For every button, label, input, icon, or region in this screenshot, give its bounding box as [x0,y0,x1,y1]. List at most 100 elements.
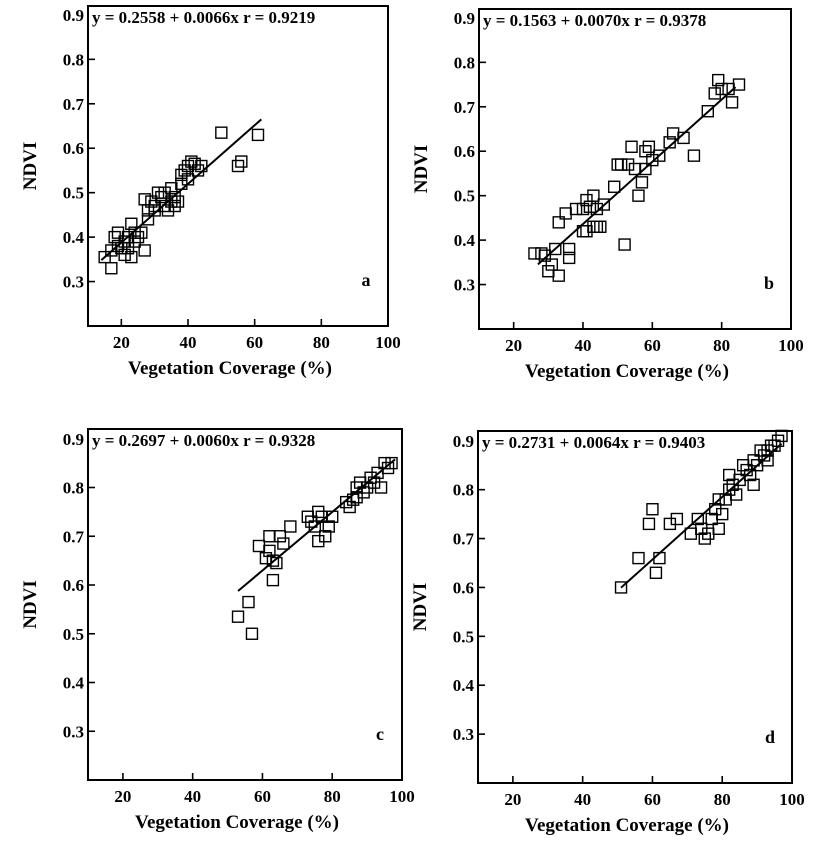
data-point [151,186,165,199]
data-point [125,250,138,264]
y-tick-label: 0.6 [453,578,474,597]
data-point [111,226,125,239]
data-point [587,220,600,233]
y-axis-label: NDVI [411,145,432,194]
data-point [729,488,743,501]
data-point [761,454,774,467]
panel-letter: a [362,270,371,290]
data-point [597,198,610,211]
data-point [618,238,631,251]
y-tick-label: 0.9 [454,9,475,28]
equation-backdrop [89,430,401,450]
data-point [670,512,684,526]
data-point [576,202,590,216]
data-point [141,204,155,217]
data-point [712,73,725,87]
panel-letter: d [765,727,775,747]
data-point [245,627,259,640]
data-point [625,140,638,153]
data-point [712,522,725,535]
data-point [145,195,158,208]
y-tick-label: 0.7 [454,98,476,117]
data-point [535,247,548,260]
x-tick-label: 80 [714,790,731,809]
y-tick-label: 0.7 [63,95,85,114]
data-point [98,250,111,264]
plot-frame [87,428,403,781]
regression-equation: y = 0.2731 + 0.0064x r = 0.9403 [482,433,705,452]
y-tick-label: 0.9 [453,432,474,451]
x-axis-label: Vegetation Coverage (%) [525,361,729,382]
y-tick-label: 0.4 [454,231,476,250]
data-point [635,176,649,189]
plot-frame [87,5,389,327]
y-tick-label: 0.3 [63,273,84,292]
regression-equation: y = 0.1563 + 0.0070x r = 0.9378 [483,11,706,30]
data-point [215,126,228,139]
data-point [231,610,245,623]
y-tick-label: 0.6 [63,576,84,595]
data-point [115,242,128,255]
data-point [111,239,125,253]
data-point [108,230,121,244]
x-tick-label: 100 [778,336,804,355]
data-point [614,158,628,171]
data-point [141,213,155,226]
data-point [677,131,690,145]
data-point [725,96,739,109]
data-point [611,158,624,171]
data-point [178,164,191,177]
data-point [642,140,656,153]
data-point [105,262,118,275]
data-point [231,159,245,173]
data-point [259,551,273,565]
data-point [266,554,280,567]
data-point [235,155,248,168]
data-point [251,128,265,142]
data-point [594,220,607,233]
data-point [155,190,168,204]
x-tick-label: 20 [114,787,131,806]
equation-backdrop [89,7,387,27]
y-tick-label: 0.3 [454,276,475,295]
data-point [252,539,266,553]
y-tick-label: 0.6 [454,142,475,161]
data-point [128,235,141,248]
y-tick-label: 0.6 [63,139,84,158]
y-tick-label: 0.4 [453,676,475,695]
data-point [562,251,576,265]
data-point [646,153,659,167]
data-point [775,429,788,443]
data-point [642,517,656,531]
data-point [549,242,562,256]
data-point [118,235,131,248]
data-point [663,136,676,149]
fit-line [620,443,783,589]
data-point [242,595,255,609]
data-point [343,500,356,514]
data-point [175,177,188,190]
x-axis-label: Vegetation Coverage (%) [135,812,339,833]
equation-backdrop [479,432,791,452]
x-tick-label: 60 [254,787,271,806]
fit-line [537,86,737,266]
data-point [308,520,321,533]
data-point [284,520,297,533]
y-tick-label: 0.8 [453,481,474,500]
y-tick-label: 0.4 [63,674,85,693]
data-point [708,87,721,100]
data-point [165,195,178,208]
data-point [732,78,746,91]
data-point [118,248,131,262]
data-point [263,530,276,543]
data-point [608,180,621,193]
data-point [385,456,398,470]
y-tick-label: 0.3 [63,722,84,741]
x-axis-label: Vegetation Coverage (%) [128,358,332,379]
data-point [161,204,175,217]
x-tick-label: 40 [575,336,592,355]
data-point [552,269,565,282]
data-point [374,481,388,494]
y-tick-label: 0.9 [63,6,84,25]
x-tick-label: 20 [504,790,521,809]
